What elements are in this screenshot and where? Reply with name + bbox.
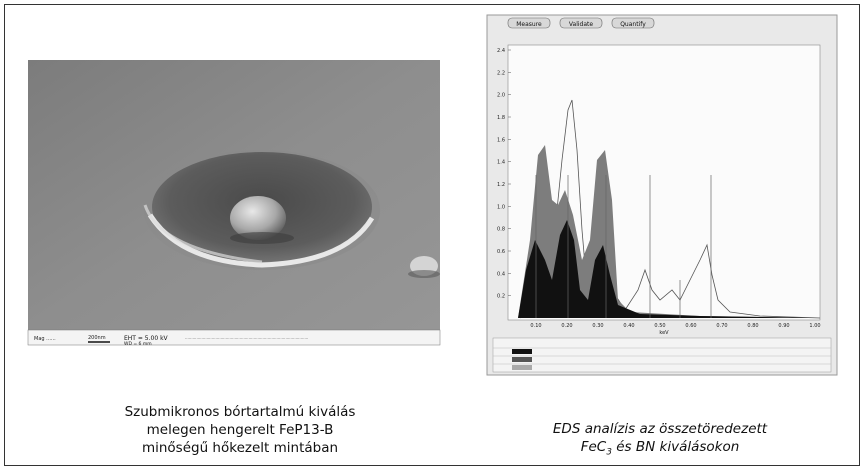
x-tick-label: 0.60 [685,323,696,329]
left-caption: Szubmikronos bórtartalmú kiválás melegen… [40,403,440,457]
x-axis-label: keV [659,330,669,336]
formula: FeC [581,439,607,455]
button-label: Measure [516,21,542,28]
y-tick-label: 2.0 [497,93,505,99]
y-tick-label: 2.4 [497,48,505,54]
scale-label: 200nm [88,335,106,341]
y-tick-label: 1.8 [497,115,505,121]
canvas: Mag ...... 200nm EHT = 5.00 kV WD = 6 mm… [0,0,864,470]
x-tick-label: 0.80 [747,323,758,329]
x-tick-label: 0.70 [716,323,727,329]
sem-image: Mag ...... 200nm EHT = 5.00 kV WD = 6 mm… [28,60,440,347]
y-tick-label: 0.4 [497,271,505,277]
x-tick-label: 0.90 [778,323,789,329]
caption-line: minőségű hőkezelt mintában [40,439,440,457]
eht-label: EHT = 5.00 kV [124,335,169,342]
x-tick-label: 0.40 [623,323,634,329]
y-tick-label: 0.6 [497,249,505,255]
svg-text:Mag ......: Mag ...... [34,336,56,342]
x-tick-label: 1.00 [809,323,820,329]
y-tick-label: 2.2 [497,70,505,76]
eds-screenshot: Measure Validate Quantify 0.2 0.4 0.6 0.8 1.0 1… [487,15,837,375]
button-label: Validate [569,21,593,28]
y-tick-label: 0.2 [497,294,505,300]
y-tick-label: 1.0 [497,204,505,210]
caption-line: Szubmikronos bórtartalmú kiválás [40,403,440,421]
y-tick-label: 1.6 [497,137,505,143]
caption-rest: és BN kiválásokon [612,439,739,455]
caption-line: melegen hengerelt FeP13-B [40,421,440,439]
y-tick-label: 0.8 [497,227,505,233]
svg-text:..............................: ........................................… [185,335,308,340]
button-label: Quantify [620,21,646,28]
x-tick-label: 0.20 [561,323,572,329]
x-tick-label: 0.50 [654,323,665,329]
wd-label: WD = 6 mm [124,341,152,347]
right-caption: EDS analízis az összetöredezett FeC3 és … [470,420,850,462]
y-tick-label: 1.2 [497,182,505,188]
caption-line: FeC3 és BN kiválásokon [470,438,850,462]
x-tick-label: 0.10 [530,323,541,329]
y-tick-label: 1.4 [497,160,505,166]
caption-line: EDS analízis az összetöredezett [470,420,850,438]
x-tick-label: 0.30 [592,323,603,329]
page: Mag ...... 200nm EHT = 5.00 kV WD = 6 mm… [0,0,864,470]
